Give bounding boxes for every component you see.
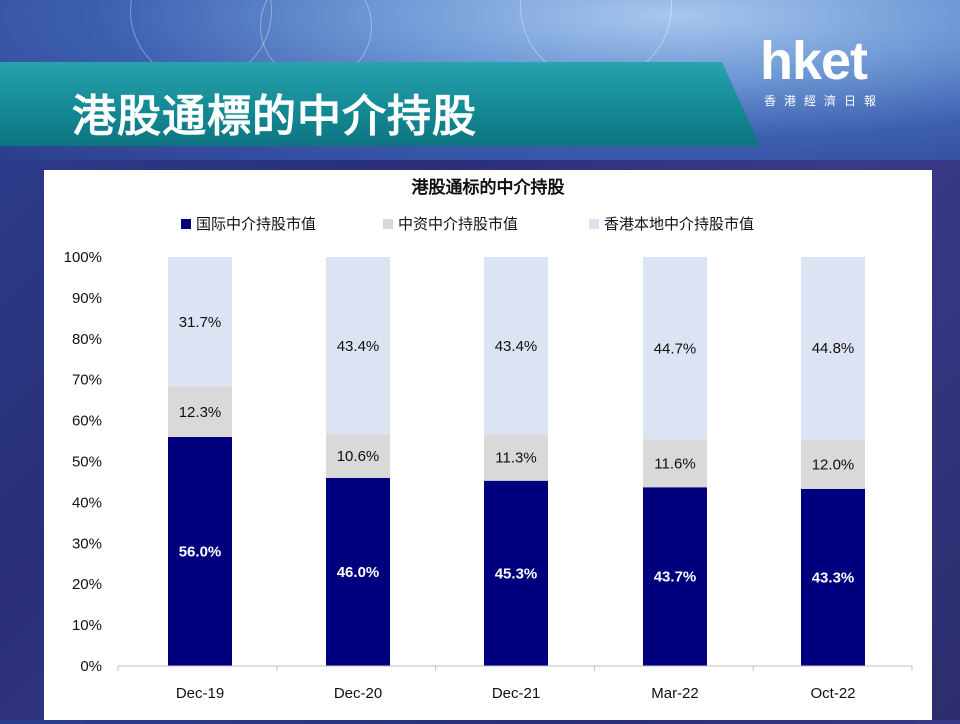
legend-swatch xyxy=(181,219,191,229)
x-tick-label: Dec-19 xyxy=(176,685,224,702)
bar-segment xyxy=(801,488,865,666)
legend-swatch xyxy=(383,219,393,229)
x-tick-label: Dec-20 xyxy=(334,685,382,702)
chart-title: 港股通标的中介持股 xyxy=(412,177,565,197)
y-tick-label: 80% xyxy=(72,331,102,348)
y-tick-label: 60% xyxy=(72,413,102,430)
data-label: 44.7% xyxy=(654,340,697,357)
y-tick-label: 100% xyxy=(64,249,102,266)
bar-segment xyxy=(168,257,232,387)
bar-segment xyxy=(326,434,390,478)
bars: 56.0% 12.3% 31.7% 46.0% 10.6% 43.4% 45.3% 11.3%… xyxy=(168,257,865,666)
bar-segment xyxy=(643,439,707,488)
y-tick-label: 10% xyxy=(72,617,102,634)
data-label: 45.3% xyxy=(495,565,538,582)
legend-label: 香港本地中介持股市值 xyxy=(604,216,754,233)
data-label: 11.3% xyxy=(495,450,536,467)
data-label: 12.0% xyxy=(812,456,855,473)
bar-segment xyxy=(168,436,232,666)
data-label: 43.7% xyxy=(654,569,697,586)
x-axis: Dec-19 Dec-20 Dec-21 Mar-22 Oct-22 xyxy=(117,665,913,702)
bar-segment xyxy=(484,434,548,481)
bar-segment xyxy=(801,439,865,489)
data-label: 10.6% xyxy=(337,448,380,465)
data-label: 43.4% xyxy=(495,338,538,355)
logo-subtext: 香港經濟日報 xyxy=(764,94,885,108)
stacked-bar-chart: 港股通标的中介持股 国际中介持股市值 中资中介持股市值 香港本地中介持股市值 0% 1… xyxy=(64,177,913,702)
bar-segment xyxy=(643,257,707,440)
bar-segment xyxy=(643,487,707,666)
data-label: 46.0% xyxy=(337,564,380,581)
data-label: 43.3% xyxy=(812,569,855,586)
x-tick-label: Mar-22 xyxy=(651,685,699,702)
data-label: 12.3% xyxy=(179,404,222,421)
page-title: 港股通標的中介持股 xyxy=(72,91,477,142)
chart-legend: 国际中介持股市值 中资中介持股市值 香港本地中介持股市值 xyxy=(181,216,754,233)
data-label: 43.4% xyxy=(337,338,380,355)
x-tick-label: Dec-21 xyxy=(492,685,540,702)
y-tick-label: 30% xyxy=(72,535,102,552)
data-label: 11.6% xyxy=(654,456,695,473)
x-tick-label: Oct-22 xyxy=(810,685,855,702)
y-tick-label: 40% xyxy=(72,494,102,511)
bar-segment xyxy=(168,386,232,437)
y-axis: 0% 10% 20% 30% 40% 50% 60% 70% 80% 90% 100% xyxy=(64,249,102,675)
hket-logo: hket 香港經濟日報 xyxy=(760,34,930,124)
logo-text: hket xyxy=(760,31,868,91)
y-tick-label: 50% xyxy=(72,454,102,471)
bar-segment xyxy=(326,477,390,666)
data-label: 56.0% xyxy=(179,543,222,560)
y-tick-label: 0% xyxy=(80,658,102,675)
data-label: 31.7% xyxy=(179,314,222,331)
y-tick-label: 90% xyxy=(72,290,102,307)
title-banner xyxy=(0,62,760,146)
chart-panel: 港股通标的中介持股 国际中介持股市值 中资中介持股市值 香港本地中介持股市值 0% 1… xyxy=(44,170,932,720)
data-label: 44.8% xyxy=(812,340,855,357)
y-tick-label: 20% xyxy=(72,576,102,593)
legend-swatch xyxy=(589,219,599,229)
bar-segment xyxy=(484,257,548,435)
bar-segment xyxy=(801,257,865,440)
bar-segment xyxy=(484,480,548,666)
bar-segment xyxy=(326,257,390,435)
legend-label: 中资中介持股市值 xyxy=(398,216,518,233)
y-tick-label: 70% xyxy=(72,372,102,389)
legend-label: 国际中介持股市值 xyxy=(196,216,316,233)
